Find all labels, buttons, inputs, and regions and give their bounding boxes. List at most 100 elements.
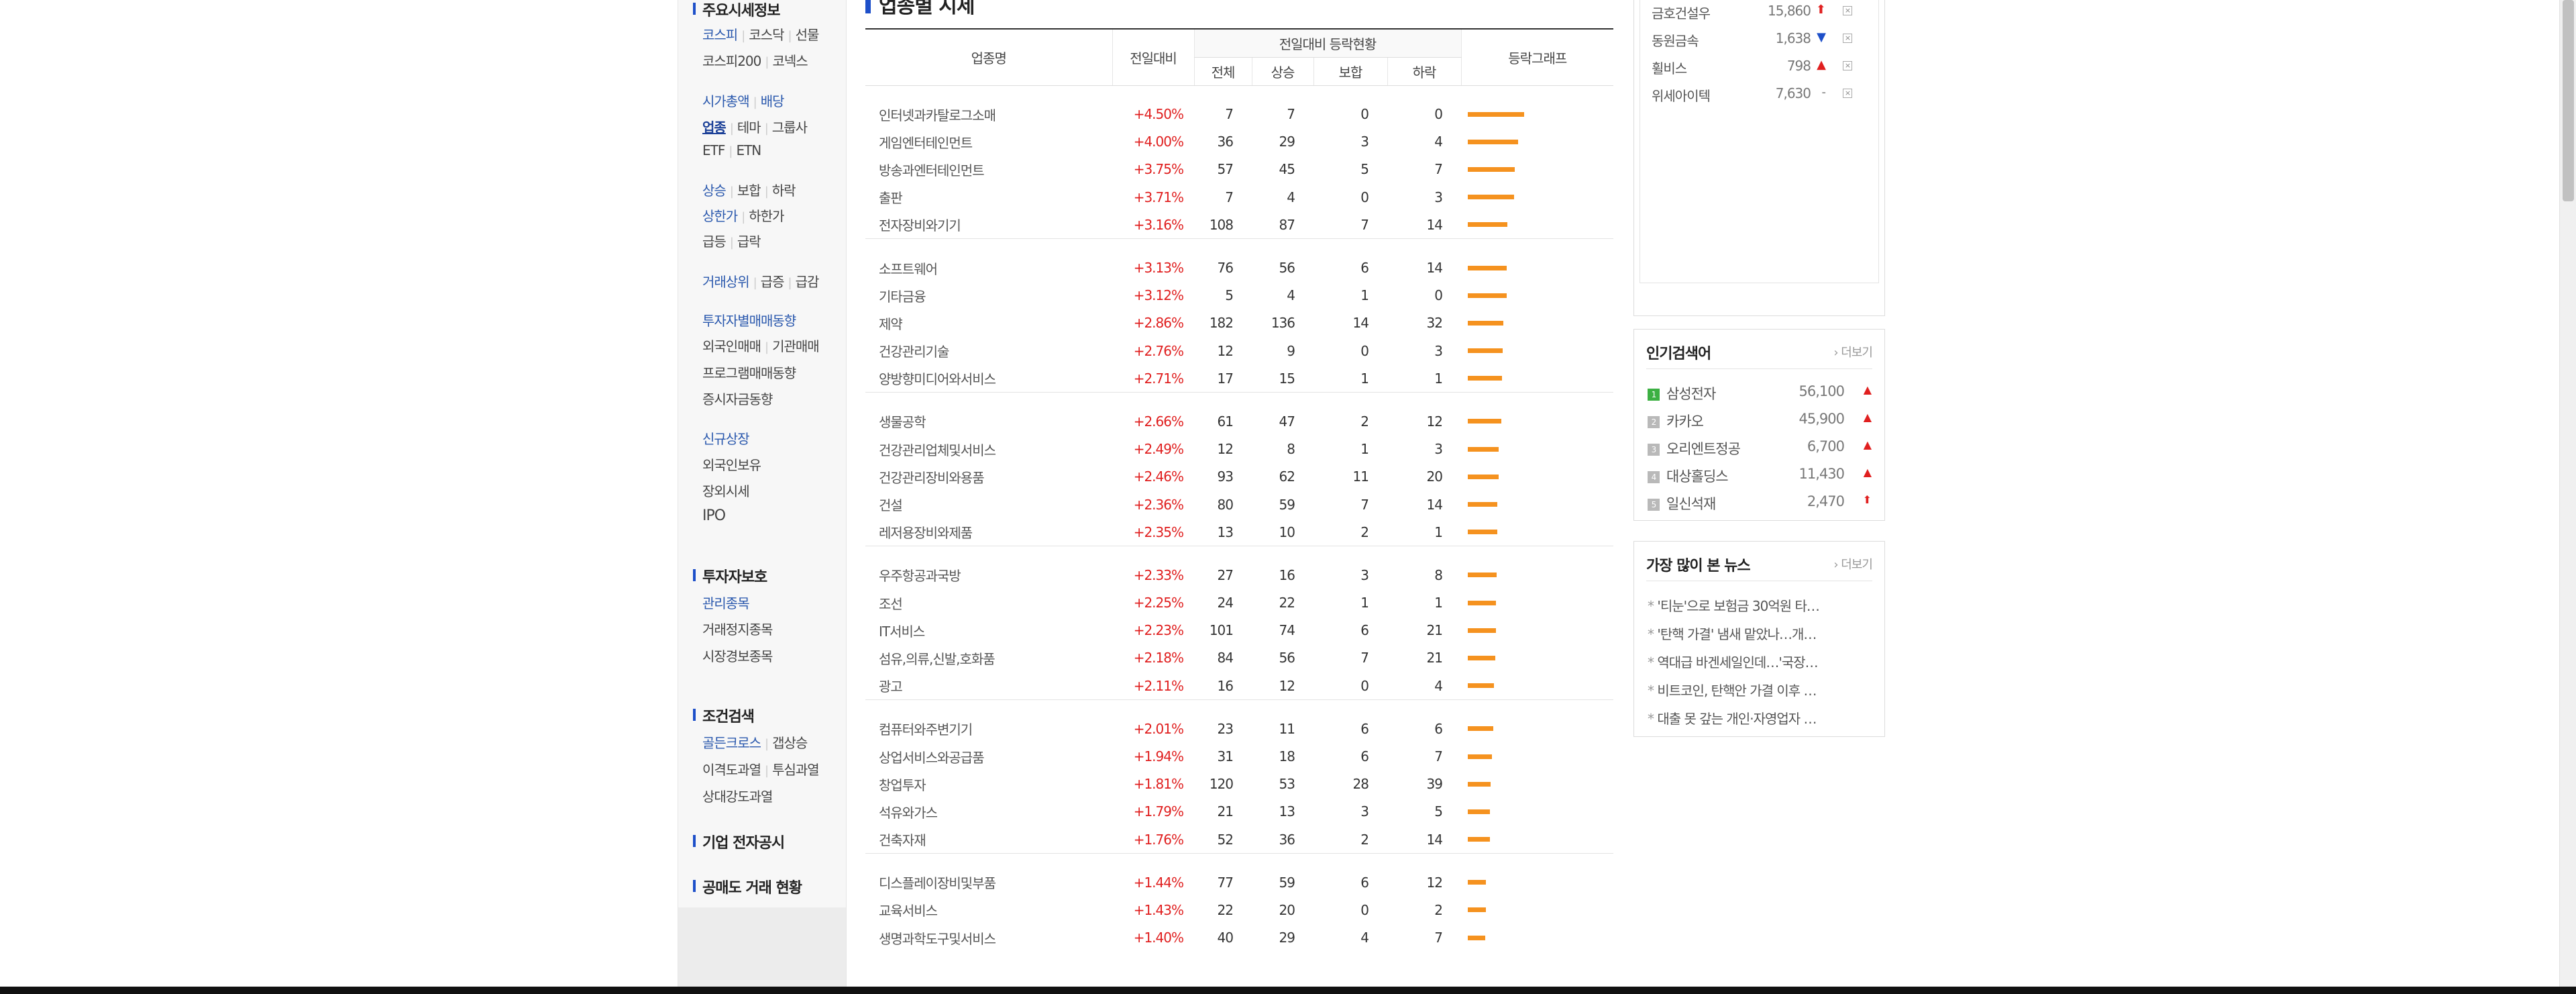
nav-section-market-info[interactable]: 주요시세정보: [692, 0, 780, 20]
sector-name-link[interactable]: 제약: [879, 315, 903, 332]
sector-name-link[interactable]: IT서비스: [879, 623, 925, 640]
nav-link-etf[interactable]: ETF: [702, 142, 725, 158]
sector-name-link[interactable]: 섬유,의류,신발,호화품: [879, 650, 996, 667]
sector-name-link[interactable]: 건강관리업체및서비스: [879, 442, 996, 458]
table-row[interactable]: 건강관리기술 +2.76% 12 9 0 3: [865, 337, 1613, 364]
sector-name-link[interactable]: 컴퓨터와주변기기: [879, 722, 973, 738]
nav-link-sector[interactable]: 업종: [702, 119, 727, 136]
table-row[interactable]: 레저용장비와제품 +2.35% 13 10 2 1: [865, 518, 1613, 546]
table-row[interactable]: 교육서비스 +1.43% 22 20 0 2: [865, 896, 1613, 924]
sector-name-link[interactable]: 출판: [879, 190, 903, 207]
nav-section-disclosure[interactable]: 기업 전자공시: [692, 831, 785, 852]
favorite-stock-row[interactable]: 휠비스 798 ▲ ×: [1652, 58, 1852, 77]
table-row[interactable]: 기타금융 +3.12% 5 4 1 0: [865, 282, 1613, 309]
nav-link-warning-stocks[interactable]: 시장경보종목: [702, 648, 773, 664]
popular-more-link[interactable]: › 더보기: [1833, 346, 1873, 360]
sector-name-link[interactable]: 전자장비와기기: [879, 217, 961, 234]
sector-name-link[interactable]: 방송과엔터테인먼트: [879, 162, 985, 179]
nav-link-relative-strength[interactable]: 상대강도과열: [702, 789, 773, 805]
nav-link-institution-trade[interactable]: 기관매매: [772, 338, 820, 354]
table-row[interactable]: 생물공학 +2.66% 61 47 2 12: [865, 407, 1613, 435]
table-row[interactable]: 방송과엔터테인먼트 +3.75% 57 45 5 7: [865, 156, 1613, 183]
sector-name-link[interactable]: 우주항공과국방: [879, 568, 961, 585]
sector-name-link[interactable]: 생물공학: [879, 414, 926, 431]
nav-link-kosdaq[interactable]: 코스닥: [749, 27, 784, 43]
nav-link-otc-price[interactable]: 장외시세: [702, 483, 750, 499]
table-row[interactable]: IT서비스 +2.23% 101 74 6 21: [865, 617, 1613, 644]
nav-link-foreign-trade[interactable]: 외국인매매: [702, 338, 761, 354]
nav-link-flat[interactable]: 보합: [737, 183, 761, 199]
popular-search-item[interactable]: 2 카카오 45,900 ▲: [1648, 411, 1872, 431]
news-headline-link[interactable]: '탄핵 가결' 냄새 맡았나…개…: [1648, 624, 1871, 643]
table-row[interactable]: 건축자재 +1.76% 52 36 2 14: [865, 826, 1613, 854]
table-row[interactable]: 건강관리업체및서비스 +2.49% 12 8 1 3: [865, 436, 1613, 463]
sector-name-link[interactable]: 상업서비스와공급품: [879, 749, 985, 766]
nav-link-volume-surge[interactable]: 급증: [760, 274, 785, 290]
sector-name-link[interactable]: 기타금융: [879, 288, 926, 305]
favorite-stock-name[interactable]: 휠비스: [1652, 60, 1687, 77]
sector-name-link[interactable]: 건강관리장비와용품: [879, 469, 985, 486]
nav-link-foreign-holding[interactable]: 외국인보유: [702, 457, 761, 473]
nav-link-theme[interactable]: 테마: [737, 119, 761, 136]
sector-name-link[interactable]: 건강관리기술: [879, 344, 949, 360]
table-row[interactable]: 인터넷과카탈로그소매 +4.50% 7 7 0 0: [865, 101, 1613, 128]
header-total[interactable]: 전체: [1193, 56, 1252, 86]
table-row[interactable]: 광고 +2.11% 16 12 0 4: [865, 672, 1613, 700]
vertical-scrollbar[interactable]: [2559, 0, 2576, 987]
favorite-stock-name[interactable]: 동원금속: [1652, 33, 1699, 49]
sector-name-link[interactable]: 게임엔터테인먼트: [879, 134, 973, 151]
popular-search-item[interactable]: 1 삼성전자 56,100 ▲: [1648, 383, 1872, 403]
nav-link-managed-stocks[interactable]: 관리종목: [702, 595, 750, 611]
table-row[interactable]: 건설 +2.36% 80 59 7 14: [865, 491, 1613, 518]
nav-link-halted-stocks[interactable]: 거래정지종목: [702, 622, 773, 638]
popular-search-item[interactable]: 3 오리엔트정공 6,700 ▲: [1648, 438, 1872, 458]
nav-link-ipo[interactable]: IPO: [702, 507, 726, 524]
table-row[interactable]: 컴퓨터와주변기기 +2.01% 23 11 6 6: [865, 715, 1613, 742]
nav-link-konex[interactable]: 코넥스: [772, 53, 808, 69]
sector-name-link[interactable]: 인터넷과카탈로그소매: [879, 107, 996, 123]
sector-name-link[interactable]: 레저용장비와제품: [879, 525, 973, 542]
sector-name-link[interactable]: 디스플레이장비및부품: [879, 875, 996, 892]
popular-search-item[interactable]: 4 대상홀딩스 11,430 ▲: [1648, 466, 1872, 486]
nav-link-gap-up[interactable]: 갭상승: [772, 735, 808, 751]
sector-name-link[interactable]: 양방향미디어와서비스: [879, 371, 996, 388]
sector-name-link[interactable]: 석유와가스: [879, 804, 938, 821]
nav-link-disparity[interactable]: 이격도과열: [702, 762, 761, 778]
nav-link-kospi[interactable]: 코스피: [702, 27, 738, 43]
nav-link-program-trade[interactable]: 프로그램매매동향: [702, 365, 796, 381]
nav-link-plunge[interactable]: 급락: [737, 234, 761, 250]
nav-link-group[interactable]: 그룹사: [771, 119, 808, 136]
nav-link-rise[interactable]: 상승: [702, 183, 727, 199]
popular-stock-name[interactable]: 일신석재: [1666, 496, 1716, 512]
sector-name-link[interactable]: 조선: [879, 595, 903, 612]
nav-section-short-selling[interactable]: 공매도 거래 현황: [693, 876, 802, 897]
favorite-stock-name[interactable]: 위세아이텍: [1652, 88, 1711, 104]
sector-name-link[interactable]: 생명과학도구및서비스: [879, 930, 996, 947]
news-headline-link[interactable]: '티눈'으로 보험금 30억원 타…: [1648, 595, 1871, 615]
table-row[interactable]: 소프트웨어 +3.13% 76 56 6 14: [865, 254, 1613, 281]
favorite-stock-row[interactable]: 동원금속 1,638 ▼ ×: [1652, 30, 1852, 50]
table-row[interactable]: 창업투자 +1.81% 120 53 28 39: [865, 771, 1613, 798]
nav-link-market-cap[interactable]: 시가총액: [702, 93, 750, 109]
table-row[interactable]: 건강관리장비와용품 +2.46% 93 62 11 20: [865, 463, 1613, 491]
sector-name-link[interactable]: 광고: [879, 679, 903, 695]
header-flat[interactable]: 보합: [1313, 56, 1387, 86]
table-row[interactable]: 석유와가스 +1.79% 21 13 3 5: [865, 798, 1613, 826]
favorite-stock-name[interactable]: 금호건설우: [1652, 5, 1711, 21]
header-down[interactable]: 하락: [1387, 56, 1462, 86]
table-row[interactable]: 제약 +2.86% 182 136 14 32: [865, 309, 1613, 337]
remove-favorite-icon[interactable]: ×: [1843, 34, 1852, 43]
nav-link-volume-drop[interactable]: 급감: [795, 274, 820, 290]
nav-link-sentiment[interactable]: 투심과열: [772, 762, 820, 778]
nav-link-dividend[interactable]: 배당: [760, 93, 785, 109]
nav-link-kospi200[interactable]: 코스피200: [702, 53, 761, 69]
news-more-link[interactable]: › 더보기: [1833, 558, 1873, 572]
popular-stock-name[interactable]: 삼성전자: [1666, 386, 1716, 402]
nav-link-new-listing[interactable]: 신규상장: [702, 431, 750, 447]
sector-name-link[interactable]: 건설: [879, 497, 903, 514]
header-sector-name[interactable]: 업종명: [865, 28, 1112, 86]
sector-name-link[interactable]: 창업투자: [879, 777, 926, 793]
table-row[interactable]: 출판 +3.71% 7 4 0 3: [865, 183, 1613, 211]
nav-section-investor-protection[interactable]: 투자자보호: [692, 565, 767, 587]
table-row[interactable]: 디스플레이장비및부품 +1.44% 77 59 6 12: [865, 868, 1613, 896]
